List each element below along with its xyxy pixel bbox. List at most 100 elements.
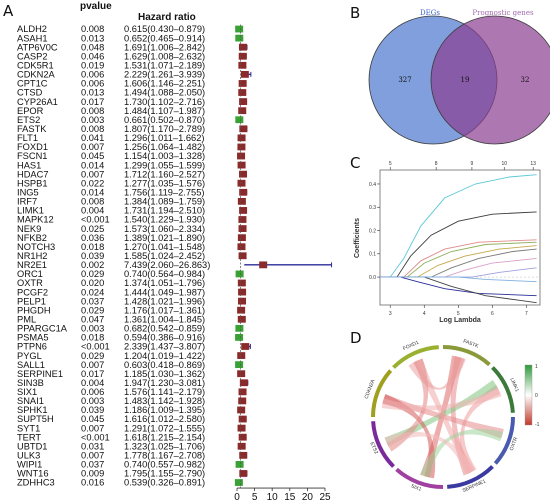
gene-label: ALDH2 — [17, 24, 47, 34]
hr-point — [237, 161, 246, 169]
pvalue-cell: <0.001 — [81, 215, 110, 225]
hr-point — [239, 470, 248, 477]
gene-label: ETS2 — [17, 115, 40, 125]
panel-c-letter: C — [350, 154, 360, 172]
pvalue-header: pvalue — [80, 1, 112, 12]
hazard-ratio-cell: 0.594(0.386–0.916) — [124, 333, 205, 343]
hazard-ratio-cell: 1.361(1.004–1.845) — [124, 314, 205, 324]
hazard-ratio-cell: 1.540(1.229–1.930) — [124, 215, 205, 225]
forest-rows: ALDH2 0.008 0.615(0.430–0.879)ASAH1 0.013 0.… — [17, 24, 210, 487]
pvalue-cell: 0.006 — [81, 70, 104, 80]
pvalue-cell: 0.006 — [81, 79, 104, 89]
hazard-ratio-cell: 1.374(1.051–1.796) — [124, 278, 205, 288]
hr-point — [239, 207, 248, 214]
hazard-ratio-cell: 1.323(1.025–1.706) — [124, 441, 205, 451]
chord-ribbons — [381, 355, 504, 479]
hazard-ratio-cell: 1.176(1.017–1.361) — [124, 305, 205, 315]
hr-point — [235, 25, 244, 33]
hazard-ratio-cell: 1.756(1.119–2.755) — [124, 187, 204, 197]
chord-ribbon — [420, 428, 504, 478]
gene-label: LIMK1 — [17, 206, 44, 216]
x-tick-label: 5 — [457, 311, 460, 317]
hr-point — [238, 288, 247, 296]
chord-sector — [371, 421, 395, 468]
gene-label: PCGF2 — [17, 287, 48, 297]
hr-point — [238, 388, 247, 396]
pvalue-cell: 0.031 — [81, 441, 104, 451]
coefficient-path — [380, 174, 537, 278]
hr-point — [240, 70, 249, 78]
gene-label: SALL1 — [17, 360, 45, 370]
hr-point — [234, 479, 243, 486]
hazard-ratio-cell: 1.629(1.008–2.632) — [124, 51, 205, 61]
x-tick-label: 10 — [267, 492, 279, 502]
x-tick-label: 20 — [302, 492, 314, 502]
hr-point — [237, 243, 246, 251]
pvalue-cell: 0.029 — [81, 269, 104, 279]
chord-sector — [392, 345, 439, 369]
gene-label: FASTK — [17, 124, 47, 134]
venn-count-degs-only: 327 — [398, 76, 411, 84]
hr-point — [235, 460, 244, 468]
pvalue-cell: 0.002 — [81, 260, 104, 270]
gene-label: SERPINE1 — [17, 369, 63, 379]
hr-point — [238, 297, 247, 305]
pvalue-cell: 0.007 — [81, 142, 104, 152]
hazard-ratio-cell: 1.795(1.155–2.790) — [124, 469, 205, 479]
hazard-ratio-cell: 1.731(1.194–2.510) — [124, 206, 205, 216]
gene-label: SPHK1 — [17, 405, 48, 415]
hazard-ratio-cell: 1.389(1.021–1.890) — [124, 233, 205, 243]
hr-point — [259, 261, 268, 269]
pvalue-cell: 0.037 — [81, 460, 104, 470]
pvalue-cell: 0.039 — [81, 251, 104, 261]
lasso-x-label: Log Lambda — [439, 317, 481, 324]
chord-sector-label: FASTK — [462, 338, 480, 349]
coefficient-path — [380, 276, 537, 297]
hr-point — [237, 424, 246, 432]
hr-point — [238, 107, 247, 115]
forest-x-axis: 0 5 10 15 20 25 — [234, 24, 331, 502]
hazard-ratio-cell: 0.740(0.564–0.984) — [124, 269, 205, 279]
x-tick-label: 7 — [525, 311, 528, 317]
hr-point — [237, 197, 246, 205]
gene-label: SYT1 — [17, 423, 40, 433]
hazard-ratio-cell: 1.299(1.055–1.599) — [124, 160, 205, 170]
hazard-ratio-cell: 2.229(1.261–3.939) — [124, 70, 205, 80]
gene-label: HDAC7 — [17, 169, 49, 179]
pvalue-cell: 0.009 — [81, 469, 104, 479]
gene-label: CASP2 — [17, 51, 48, 61]
panel-d-chord: D FASTKLIMK1OXTRSERPINE1SIX1ETS2CDKN2AFO… — [350, 329, 540, 494]
y-tick-label: 0.4 — [369, 182, 376, 188]
top-tick-label: 13 — [530, 161, 536, 167]
gene-label: EPOR — [17, 106, 44, 116]
lasso-plot-frame — [379, 169, 541, 306]
chord-sector-label: OXTR — [509, 436, 520, 451]
lasso-y-label: Coefficients — [354, 218, 361, 258]
hazard-ratio-cell: 1.484(1.107–1.987) — [124, 106, 205, 116]
hr-point — [235, 116, 244, 124]
chord-sector — [443, 345, 491, 367]
pvalue-cell: 0.018 — [81, 242, 104, 252]
hr-point — [237, 279, 246, 287]
pvalue-cell: 0.003 — [81, 324, 104, 334]
pvalue-cell: 0.004 — [81, 206, 104, 216]
pvalue-cell: 0.013 — [81, 33, 104, 43]
panel-d-letter: D — [350, 329, 362, 347]
gene-label: MAPK12 — [17, 215, 54, 225]
legend-min-label: -1 — [535, 422, 540, 428]
gene-label: TERT — [17, 432, 41, 442]
hazard-ratio-cell: 0.603(0.418–0.869) — [124, 360, 205, 370]
lasso-lines — [380, 174, 537, 304]
pvalue-cell: 0.007 — [81, 423, 104, 433]
hr-point — [235, 361, 244, 369]
top-tick-label: 9 — [471, 161, 474, 167]
x-tick-label: 4 — [423, 311, 426, 317]
pvalue-cell: <0.001 — [81, 432, 110, 442]
pvalue-cell: 0.045 — [81, 151, 104, 161]
hr-point — [237, 179, 246, 187]
hazard-ratio-cell: 1.428(1.021–1.996) — [124, 296, 205, 306]
hazard-ratio-header: Hazard ratio — [138, 12, 196, 23]
forest-marks — [234, 25, 333, 486]
hazard-ratio-cell: 1.585(1.024–2.452) — [124, 251, 205, 261]
gene-label: NR2E1 — [17, 260, 47, 270]
